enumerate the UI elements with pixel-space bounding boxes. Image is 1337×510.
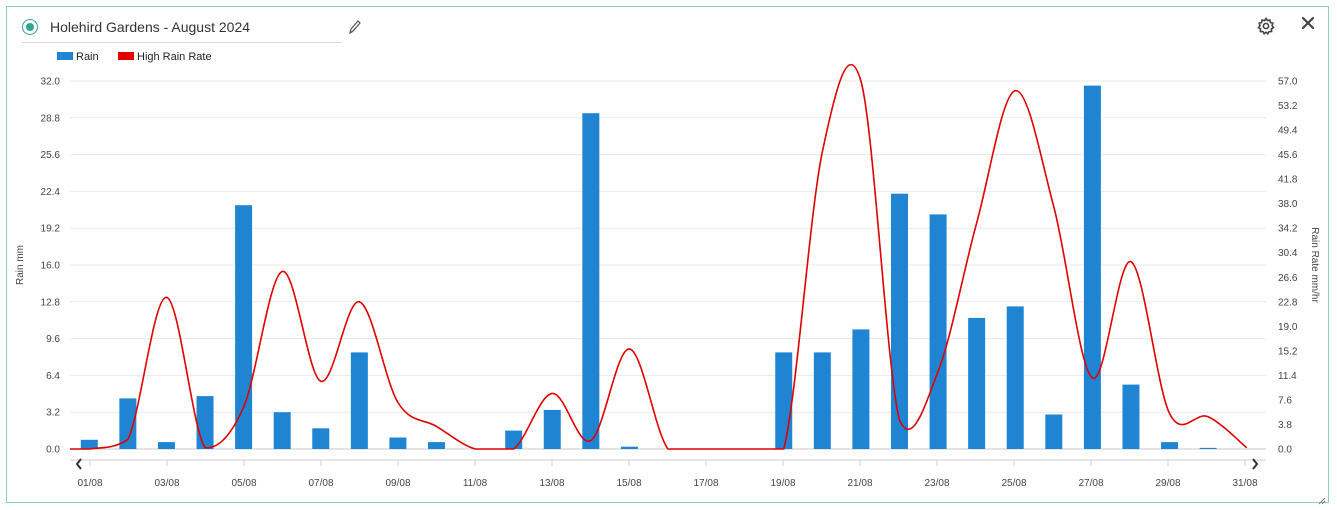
y2-tick-label: 41.8 xyxy=(1278,175,1298,186)
y-tick-label: 22.4 xyxy=(41,187,61,198)
y2-tick-label: 11.4 xyxy=(1278,371,1297,382)
y-tick-label: 28.8 xyxy=(41,113,61,124)
bar-rain[interactable] xyxy=(119,398,137,449)
bar-rain[interactable] xyxy=(1083,85,1101,449)
close-icon[interactable] xyxy=(1299,15,1317,33)
legend-label-rain: Rain xyxy=(76,51,99,63)
x-tick-label: 21/08 xyxy=(847,478,872,489)
y2-tick-label: 53.2 xyxy=(1278,101,1298,112)
x-tick-label: 09/08 xyxy=(385,478,410,489)
y2-tick-label: 19.0 xyxy=(1278,322,1298,333)
legend-swatch-high-rain-rate xyxy=(118,52,134,61)
x-tick-label: 27/08 xyxy=(1078,478,1103,489)
x-tick-label: 15/08 xyxy=(616,478,641,489)
x-tick-label: 07/08 xyxy=(308,478,333,489)
x-tick-label: 29/08 xyxy=(1155,478,1180,489)
bar-rain[interactable] xyxy=(1122,384,1140,449)
y-tick-label: 12.8 xyxy=(41,297,61,308)
bar-rain[interactable] xyxy=(505,430,523,449)
y2-axis-title: Rain Rate mm/hr xyxy=(1309,227,1320,303)
y-tick-label: 32.0 xyxy=(41,77,61,88)
x-tick-label: 11/08 xyxy=(463,478,488,489)
y-tick-label: 6.4 xyxy=(46,371,60,382)
bar-rain[interactable] xyxy=(582,113,600,449)
y2-tick-label: 38.0 xyxy=(1278,199,1298,210)
bar-rain[interactable] xyxy=(1199,447,1217,449)
x-tick-label: 23/08 xyxy=(924,478,949,489)
bar-rain[interactable] xyxy=(1161,442,1179,449)
bar-rain[interactable] xyxy=(80,439,98,449)
y2-tick-label: 34.2 xyxy=(1278,224,1298,235)
x-tick-label: 05/08 xyxy=(231,478,256,489)
chart-title[interactable]: Holehird Gardens - August 2024 xyxy=(50,19,251,35)
x-tick-label: 03/08 xyxy=(154,478,179,489)
bar-rain[interactable] xyxy=(157,442,175,449)
x-tick-label: 17/08 xyxy=(693,478,718,489)
x-tick-label: 01/08 xyxy=(77,478,102,489)
y-axis-title: Rain mm xyxy=(15,245,26,285)
y2-tick-label: 49.4 xyxy=(1278,126,1298,137)
legend-label-high-rain-rate: High Rain Rate xyxy=(137,51,212,63)
legend-item-rain[interactable]: Rain xyxy=(57,51,99,63)
bar-rain[interactable] xyxy=(196,396,214,449)
bar-rain[interactable] xyxy=(389,437,407,450)
y2-tick-label: 15.2 xyxy=(1278,346,1298,357)
bar-rain[interactable] xyxy=(852,329,870,449)
x-tick-label: 19/08 xyxy=(770,478,795,489)
y2-tick-label: 45.6 xyxy=(1278,150,1298,161)
bar-rain[interactable] xyxy=(235,205,253,449)
gear-icon[interactable] xyxy=(1257,17,1275,36)
bar-rain[interactable] xyxy=(775,352,793,449)
chart-panel xyxy=(6,6,1329,503)
x-tick-label: 13/08 xyxy=(539,478,564,489)
y2-tick-label: 22.8 xyxy=(1278,297,1298,308)
line-high-rain-rate[interactable] xyxy=(70,63,1248,450)
x-tick-label: 31/08 xyxy=(1232,478,1257,489)
bar-rain[interactable] xyxy=(428,442,446,449)
legend-item-high-rain-rate[interactable]: High Rain Rate xyxy=(118,51,212,63)
chevron-right-icon[interactable] xyxy=(1252,458,1259,470)
x-tick-label: 25/08 xyxy=(1001,478,1026,489)
bar-rain[interactable] xyxy=(929,214,947,449)
bar-rain[interactable] xyxy=(1006,306,1024,449)
y2-tick-label: 0.0 xyxy=(1278,445,1292,456)
y2-tick-label: 26.6 xyxy=(1278,273,1298,284)
resize-handle-icon[interactable] xyxy=(1318,492,1326,505)
bar-rain[interactable] xyxy=(1045,414,1063,450)
station-radio-icon[interactable] xyxy=(22,19,38,35)
legend-swatch-rain xyxy=(57,52,73,61)
y-tick-label: 3.2 xyxy=(46,408,60,419)
bar-rain[interactable] xyxy=(813,352,831,449)
radio-dot-icon xyxy=(26,23,34,31)
chart-header: Holehird Gardens - August 2024 xyxy=(22,16,342,43)
bar-rain[interactable] xyxy=(312,428,330,449)
y2-tick-label: 7.6 xyxy=(1278,395,1292,406)
y-tick-label: 16.0 xyxy=(41,261,61,272)
y-tick-label: 19.2 xyxy=(41,224,61,235)
bar-rain[interactable] xyxy=(273,412,291,449)
y-tick-label: 9.6 xyxy=(46,334,60,345)
bar-rain[interactable] xyxy=(543,409,561,449)
bar-rain[interactable] xyxy=(350,352,368,449)
pencil-icon[interactable] xyxy=(346,18,362,36)
y2-tick-label: 3.8 xyxy=(1278,420,1292,431)
y2-tick-label: 30.4 xyxy=(1278,248,1298,259)
bar-rain[interactable] xyxy=(620,446,638,449)
y-tick-label: 25.6 xyxy=(41,150,61,161)
chevron-left-icon[interactable] xyxy=(75,458,82,470)
bar-rain[interactable] xyxy=(968,317,986,449)
y2-tick-label: 57.0 xyxy=(1278,77,1298,88)
y-tick-label: 0.0 xyxy=(46,445,60,456)
bar-rain[interactable] xyxy=(890,193,908,449)
